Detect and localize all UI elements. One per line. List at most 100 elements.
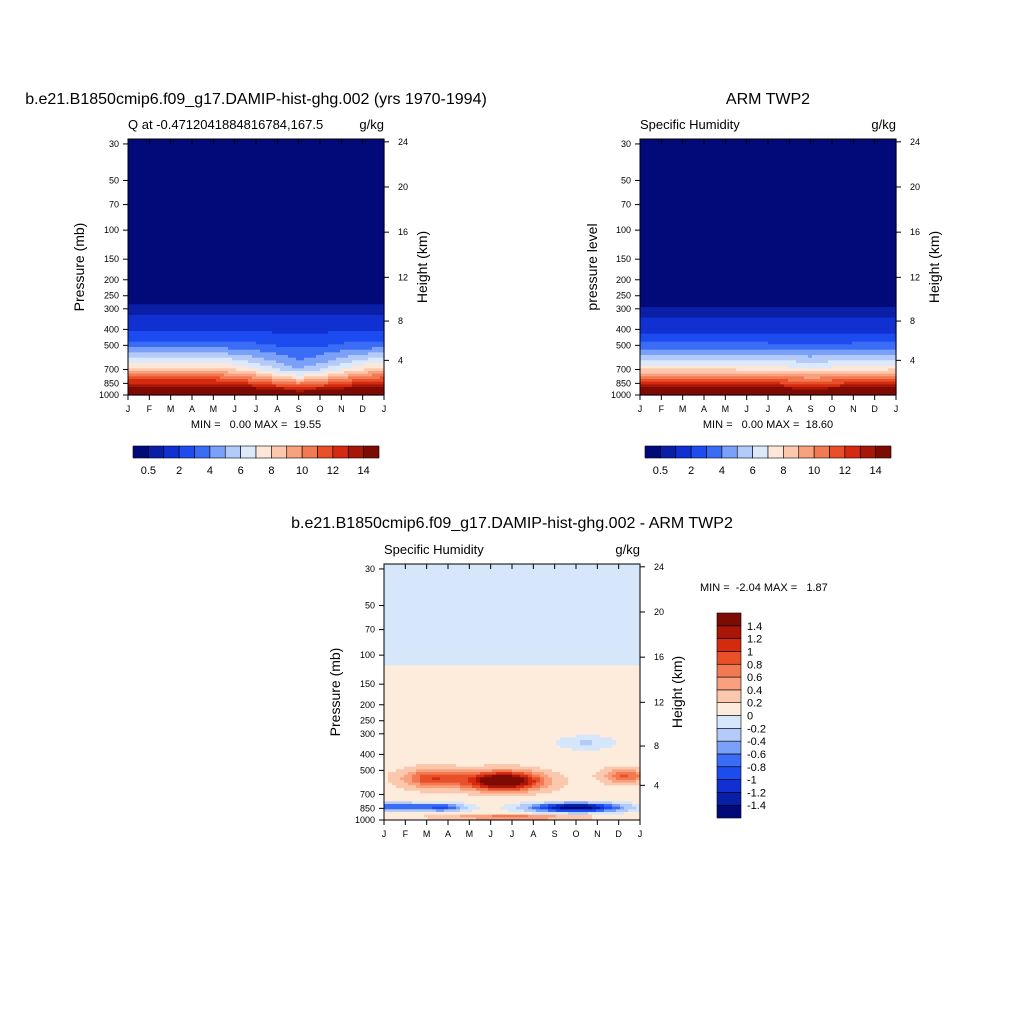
contour-cell (128, 160, 133, 164)
contour-cell (176, 293, 181, 297)
contour-cell (160, 339, 165, 343)
contour-cell (164, 315, 169, 319)
contour-cell (332, 256, 337, 260)
contour-cell (276, 333, 281, 337)
contour-cell (236, 245, 241, 249)
contour-cell (300, 341, 305, 345)
contour-cell (304, 237, 309, 241)
contour-cell (280, 240, 285, 244)
contour-cell (144, 259, 149, 263)
contour-cell (204, 317, 209, 321)
contour-cell (292, 235, 297, 239)
contour-cell (200, 333, 205, 337)
contour-cell (344, 341, 349, 345)
contour-cell (164, 197, 169, 201)
contour-cell (240, 219, 245, 223)
contour-cell (272, 320, 277, 324)
contour-cell (300, 157, 305, 161)
contour-cell (368, 288, 373, 292)
contour-cell (348, 189, 353, 193)
contour-cell (164, 200, 169, 204)
contour-cell (188, 216, 193, 220)
contour-cell (324, 219, 329, 223)
contour-cell (188, 184, 193, 188)
contour-cell (156, 288, 161, 292)
contour-cell (200, 341, 205, 345)
contour-cell (204, 243, 209, 247)
contour-cell (128, 339, 133, 343)
contour-cell (156, 189, 161, 193)
contour-cell (280, 189, 285, 193)
contour-cell (324, 189, 329, 193)
contour-cell (276, 200, 281, 204)
contour-cell (380, 269, 385, 273)
contour-cell (292, 267, 297, 271)
contour-cell (180, 261, 185, 265)
contour-cell (236, 181, 241, 185)
contour-cell (232, 323, 237, 327)
contour-cell (260, 309, 265, 313)
contour-cell (364, 344, 369, 348)
contour-cell (132, 288, 137, 292)
contour-cell (352, 208, 357, 212)
contour-cell (200, 336, 205, 340)
contour-cell (352, 205, 357, 209)
contour-cell (224, 272, 229, 276)
contour-cell (332, 259, 337, 263)
contour-cell (264, 312, 269, 316)
contour-cell (340, 163, 345, 167)
contour-cell (328, 163, 333, 167)
contour-cell (380, 293, 385, 297)
contour-cell (340, 144, 345, 148)
contour-cell (292, 155, 297, 159)
contour-cell (324, 293, 329, 297)
contour-cell (204, 213, 209, 217)
contour-cell (300, 208, 305, 212)
contour-cell (168, 235, 173, 239)
contour-cell (272, 227, 277, 231)
contour-cell (204, 320, 209, 324)
contour-cell (316, 280, 321, 284)
contour-cell (148, 280, 153, 284)
contour-cell (180, 317, 185, 321)
contour-cell (336, 333, 341, 337)
contour-cell (240, 272, 245, 276)
contour-cell (292, 253, 297, 257)
contour-cell (228, 213, 233, 217)
contour-cell (160, 320, 165, 324)
contour-cell (272, 221, 277, 225)
contour-cell (132, 187, 137, 191)
contour-cell (316, 299, 321, 303)
contour-cell (156, 251, 161, 255)
contour-cell (180, 229, 185, 233)
contour-cell (332, 173, 337, 177)
contour-cell (164, 232, 169, 236)
contour-cell (212, 264, 217, 268)
contour-cell (220, 176, 225, 180)
contour-cell (164, 296, 169, 300)
contour-cell (160, 149, 165, 153)
contour-cell (196, 240, 201, 244)
contour-cell (292, 149, 297, 153)
contour-cell (196, 203, 201, 207)
contour-cell (236, 232, 241, 236)
contour-cell (328, 221, 333, 225)
contour-cell (172, 147, 177, 151)
contour-cell (160, 304, 165, 308)
contour-cell (196, 144, 201, 148)
contour-cell (200, 261, 205, 265)
contour-cell (308, 200, 313, 204)
contour-cell (188, 283, 193, 287)
contour-cell (244, 181, 249, 185)
contour-cell (280, 160, 285, 164)
contour-cell (220, 293, 225, 297)
contour-cell (256, 176, 261, 180)
contour-cell (352, 237, 357, 241)
contour-cell (348, 213, 353, 217)
contour-cell (176, 320, 181, 324)
contour-cell (132, 309, 137, 313)
contour-cell (184, 320, 189, 324)
contour-cell (256, 293, 261, 297)
contour-cell (328, 325, 333, 329)
contour-cell (208, 264, 213, 268)
